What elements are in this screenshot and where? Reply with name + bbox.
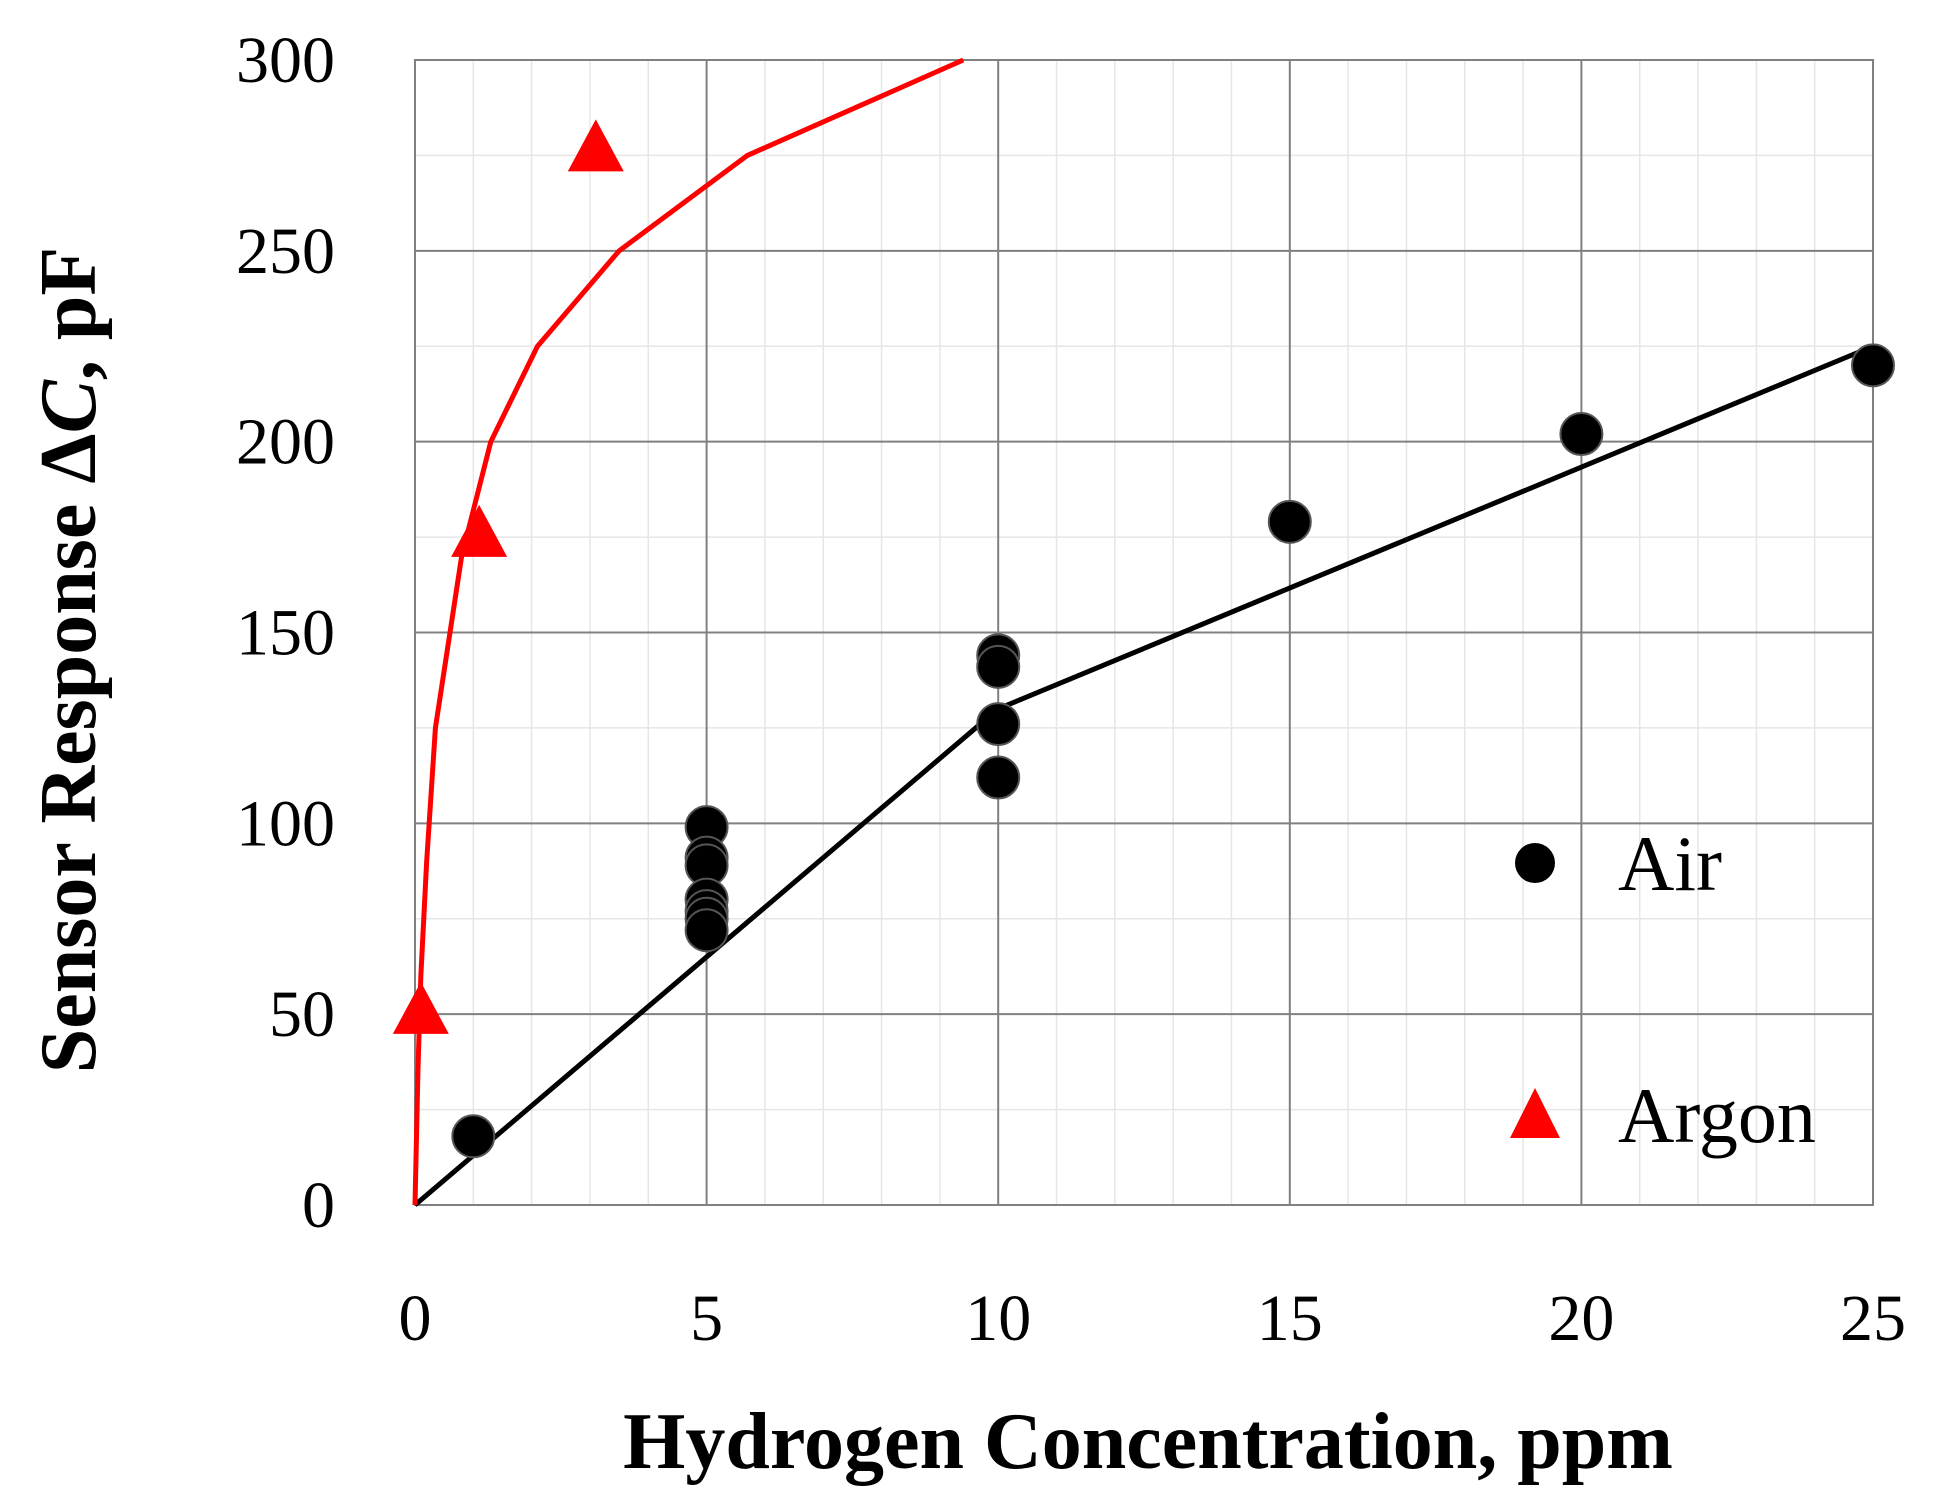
air-data-point [1267,499,1312,544]
y-axis-title: Sensor Response ΔC, pF [25,247,113,1074]
x-tick-label: 5 [690,1282,723,1355]
data-markers [392,119,1895,1159]
major-grid [414,59,1874,1206]
argon-data-point [567,119,624,172]
legend-air-label: Air [1618,820,1722,907]
y-axis-title-prefix: Sensor Response Δ [25,433,113,1073]
argon-data-point [392,981,449,1034]
air-data-point [1559,412,1604,457]
y-axis-title-variable: C [25,378,113,433]
legend-argon-label: Argon [1618,1072,1816,1159]
y-tick-labels: 0 50 100 150 200 250 300 [236,24,335,1242]
y-tick-label: 150 [236,597,335,670]
x-tick-label: 20 [1548,1282,1614,1355]
plot-area-frame [414,59,1874,1206]
x-tick-labels: 0 5 10 15 20 25 [399,1282,1907,1355]
y-tick-label: 50 [269,978,335,1051]
y-tick-label: 300 [236,24,335,97]
y-tick-label: 250 [236,215,335,288]
legend-air-marker-icon [1515,843,1555,883]
argon-data-point [451,504,508,557]
x-axis-title: Hydrogen Concentration, ppm [623,1398,1673,1486]
air-data-point [976,702,1021,747]
y-tick-label: 200 [236,406,335,479]
x-tick-label: 10 [965,1282,1031,1355]
y-tick-label: 0 [302,1169,335,1242]
legend: Air Argon [1510,820,1816,1159]
y-tick-label: 100 [236,787,335,860]
air-data-point [451,1114,496,1159]
legend-argon-marker-icon [1510,1088,1560,1138]
air-data-point [976,644,1021,689]
x-tick-label: 25 [1840,1282,1906,1355]
x-tick-label: 15 [1257,1282,1323,1355]
air-data-point [684,908,729,953]
air-data-point [976,755,1021,800]
y-axis-title-unit: , pF [25,247,113,380]
air-data-point [1851,343,1895,388]
x-tick-label: 0 [399,1282,432,1355]
